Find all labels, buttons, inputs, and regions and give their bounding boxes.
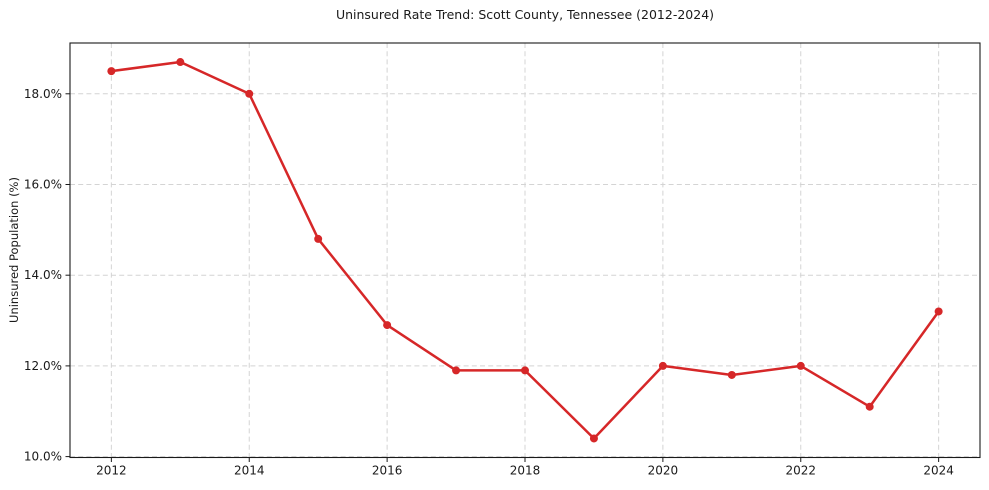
- x-tick-label: 2024: [923, 464, 954, 478]
- data-point-marker: [521, 366, 529, 375]
- data-point-marker: [245, 89, 254, 98]
- data-point-marker: [589, 434, 598, 443]
- data-point-marker: [727, 370, 736, 379]
- data-point-marker: [934, 307, 943, 316]
- x-tick-label: 2022: [785, 464, 816, 478]
- y-tick-label: 16.0%: [24, 177, 62, 191]
- chart-title: Uninsured Rate Trend: Scott County, Tenn…: [335, 7, 715, 22]
- data-point-marker: [796, 361, 805, 370]
- y-tick-label: 10.0%: [24, 450, 62, 464]
- data-point-marker: [176, 58, 185, 67]
- data-point-marker: [314, 234, 323, 243]
- data-point-marker: [865, 402, 874, 411]
- y-tick-label: 12.0%: [24, 359, 62, 373]
- x-tick-label: 2014: [234, 464, 265, 478]
- data-point-marker: [658, 361, 667, 370]
- x-tick-label: 2016: [372, 464, 403, 478]
- y-tick-label: 18.0%: [24, 87, 62, 101]
- data-point-marker: [452, 366, 461, 375]
- data-point-marker: [107, 67, 116, 76]
- x-tick-label: 2018: [510, 464, 541, 478]
- y-axis-label: Uninsured Population (%): [7, 177, 21, 323]
- x-tick-label: 2012: [96, 464, 127, 478]
- data-point-marker: [383, 321, 392, 330]
- y-tick-label: 14.0%: [24, 268, 62, 282]
- x-tick-label: 2020: [648, 464, 679, 478]
